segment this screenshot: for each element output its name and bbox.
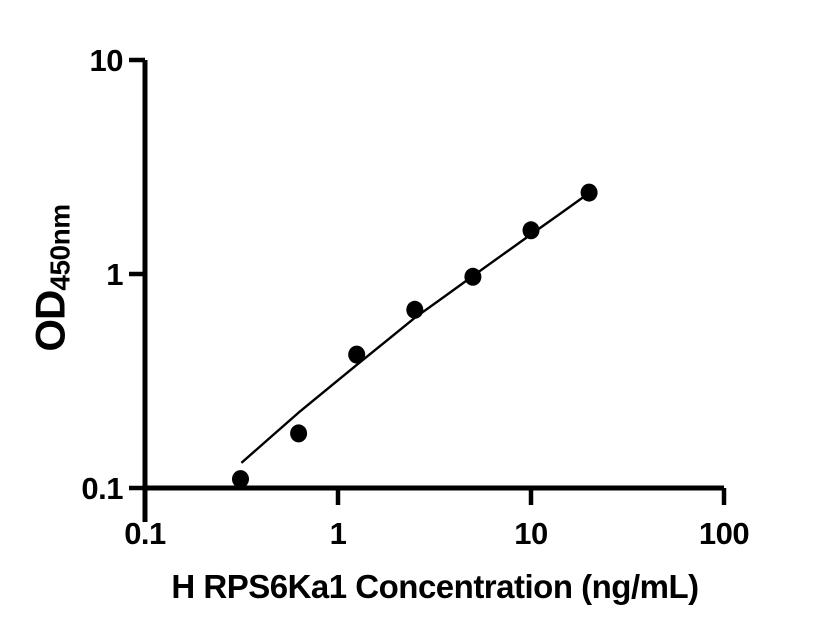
x-axis-tick-label: 10 xyxy=(514,516,547,551)
data-point xyxy=(464,267,482,286)
y-axis-tick-label: 1 xyxy=(106,257,123,292)
data-point xyxy=(348,345,366,364)
x-axis-tick-label: 0.1 xyxy=(124,516,166,551)
x-axis-title: H RPS6Ka1 Concentration (ng/mL) xyxy=(171,568,699,605)
x-axis-tick-label: 100 xyxy=(699,516,749,551)
axes-frame xyxy=(142,60,724,522)
y-axis-title-main: OD xyxy=(26,290,74,352)
data-point xyxy=(406,300,424,319)
x-axis-tick-label: 1 xyxy=(330,516,347,551)
y-axis-tick-label: 0.1 xyxy=(81,471,123,506)
y-axis-title: OD450nm xyxy=(26,204,76,352)
y-axis-title-subscript: 450nm xyxy=(44,204,76,291)
y-axis-tick-label: 10 xyxy=(90,43,123,78)
data-point xyxy=(580,183,598,202)
data-point xyxy=(522,221,540,240)
data-point xyxy=(232,470,249,489)
data-point xyxy=(290,424,308,443)
